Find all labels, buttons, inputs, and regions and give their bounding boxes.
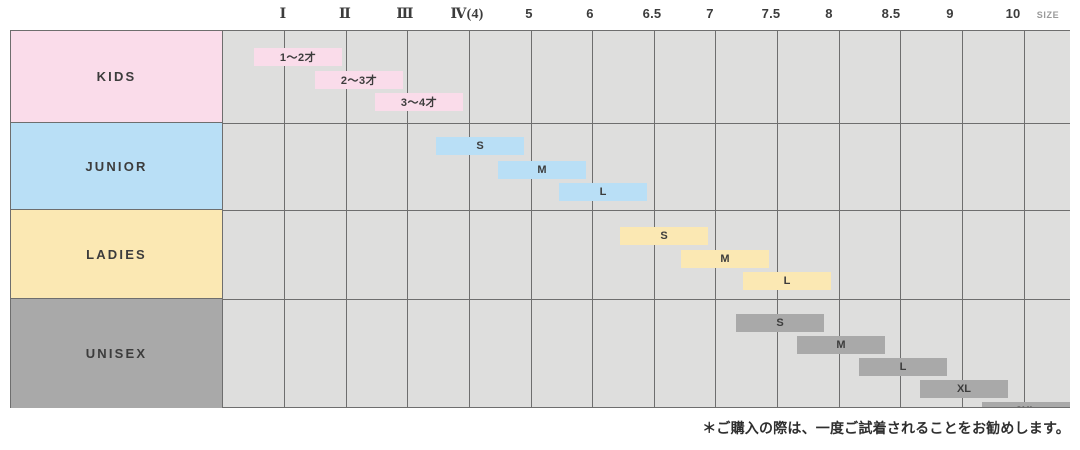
category-cell-unisex: UNISEX [11, 299, 223, 408]
category-cell-kids: KIDS [11, 31, 223, 123]
size-tick-8: 7 [706, 6, 714, 21]
size-bar-unisex-3xl: 3XL [982, 402, 1070, 407]
size-bar-ladies-s: S [620, 227, 708, 245]
gridline-vertical-1 [284, 31, 285, 407]
size-bar-junior-s: S [436, 137, 524, 155]
gridline-vertical-4 [469, 31, 470, 407]
size-bar-label: S [660, 230, 668, 242]
size-bar-label: L [783, 275, 791, 287]
size-tick-13: 10 [1005, 6, 1021, 21]
size-bar-label: M [720, 253, 730, 265]
size-bar-label: S [476, 140, 484, 152]
size-bar-unisex-xl: XL [920, 380, 1008, 398]
size-bar-label: 3〜4才 [400, 97, 438, 109]
size-bar-label: 1〜2才 [279, 52, 317, 64]
category-label: UNISEX [85, 346, 148, 361]
category-label: LADIES [86, 246, 147, 262]
gridline-horizontal-1 [223, 123, 1070, 124]
size-bar-unisex-l: L [859, 358, 947, 376]
size-bar-label: L [599, 186, 607, 198]
size-bar-label: XL [956, 383, 972, 395]
size-tick-10: 8 [825, 6, 833, 21]
size-tick-4: Ⅳ(4) [450, 7, 484, 22]
size-tick-1: Ⅰ [279, 7, 287, 22]
size-bar-kids-34: 3〜4才 [375, 93, 463, 111]
chart-table: KIDS JUNIOR LADIES UNISEX 1〜2才 2〜3才 3〜4才 S M L S M… [10, 30, 1070, 408]
gridline-vertical-10 [839, 31, 840, 407]
size-axis-caption: SIZE [1036, 10, 1060, 20]
size-bar-ladies-l: L [743, 272, 831, 290]
gridline-vertical-3 [407, 31, 408, 407]
size-bar-junior-l: L [559, 183, 647, 201]
category-column: KIDS JUNIOR LADIES UNISEX [11, 31, 223, 408]
category-label: JUNIOR [85, 158, 148, 174]
size-tick-3: Ⅲ [396, 7, 414, 22]
gridline-vertical-12 [962, 31, 963, 407]
gridline-horizontal-3 [223, 299, 1070, 300]
purchase-note: ＊ご購入の際は、一度ご試着されることをお勧めします。 [702, 420, 1070, 436]
size-bar-ladies-m: M [681, 250, 769, 268]
size-tick-12: 9 [946, 6, 954, 21]
size-tick-9: 7.5 [761, 6, 781, 21]
gridline-horizontal-2 [223, 210, 1070, 211]
size-bar-kids-12: 1〜2才 [254, 48, 342, 66]
plot-area: 1〜2才 2〜3才 3〜4才 S M L S M L S M L XL 3XL [223, 31, 1070, 407]
size-bar-label: M [836, 339, 846, 351]
gridline-vertical-5 [531, 31, 532, 407]
size-tick-6: 6 [586, 6, 594, 21]
size-bar-kids-23: 2〜3才 [315, 71, 403, 89]
size-bar-label: 3XL [1016, 405, 1036, 407]
category-label: KIDS [96, 69, 137, 84]
size-tick-2: Ⅱ [339, 7, 351, 22]
size-bar-label: S [776, 317, 784, 329]
size-bar-label: M [537, 164, 547, 176]
gridline-vertical-2 [346, 31, 347, 407]
gridline-vertical-13 [1024, 31, 1025, 407]
category-cell-ladies: LADIES [11, 210, 223, 299]
size-tick-7: 6.5 [642, 6, 662, 21]
size-bar-junior-m: M [498, 161, 586, 179]
gridline-vertical-6 [592, 31, 593, 407]
gridline-vertical-11 [900, 31, 901, 407]
size-tick-5: 5 [525, 6, 533, 21]
size-bar-label: L [899, 361, 907, 373]
gridline-vertical-9 [777, 31, 778, 407]
gridline-vertical-7 [654, 31, 655, 407]
size-bar-unisex-s: S [736, 314, 824, 332]
size-tick-11: 8.5 [881, 6, 901, 21]
size-axis-header: Ⅰ Ⅱ Ⅲ Ⅳ(4) 5 6 6.5 7 7.5 8 8.5 9 10 SIZE [0, 0, 1080, 30]
size-bar-unisex-m: M [797, 336, 885, 354]
category-cell-junior: JUNIOR [11, 123, 223, 210]
gridline-vertical-8 [715, 31, 716, 407]
size-bar-label: 2〜3才 [340, 75, 378, 87]
